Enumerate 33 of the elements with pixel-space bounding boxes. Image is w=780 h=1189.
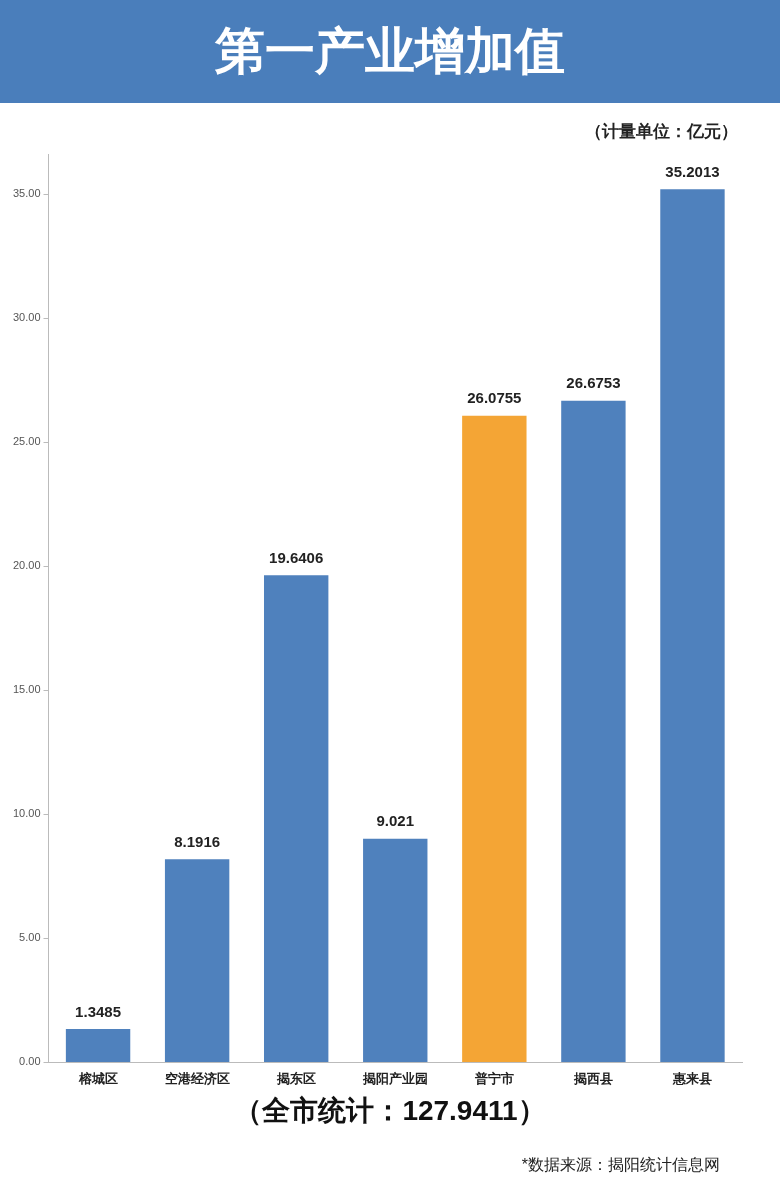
x-tick-label: 揭阳产业园 — [361, 1070, 428, 1086]
y-tick-label: 0.00 — [19, 1055, 41, 1068]
y-tick-label: 10.00 — [13, 807, 41, 820]
x-tick-label: 揭西县 — [572, 1070, 613, 1086]
bar — [561, 400, 626, 1062]
data-label: 9.021 — [376, 812, 415, 830]
data-label: 35.2013 — [665, 162, 720, 180]
bar — [65, 1028, 131, 1062]
bar — [660, 189, 725, 1062]
y-tick-label: 25.00 — [13, 435, 41, 448]
y-tick-label: 30.00 — [13, 311, 41, 324]
x-tick-label: 普宁市 — [473, 1070, 514, 1086]
bar — [363, 838, 428, 1062]
x-tick-label: 空港经济区 — [164, 1070, 230, 1086]
x-tick-label: 惠来县 — [671, 1070, 712, 1086]
chart-title: 第一产业增加值 — [0, 0, 780, 103]
data-label: 8.1916 — [174, 832, 221, 850]
data-label: 1.3485 — [75, 1002, 122, 1020]
x-tick-label: 榕城区 — [77, 1070, 118, 1086]
text: （计量单位：亿元） — [585, 121, 738, 143]
y-tick-label: 20.00 — [13, 559, 41, 572]
text: （全市统计：127.9411） — [233, 1094, 547, 1128]
data-label: 26.0755 — [467, 389, 522, 407]
y-tick-label: 35.00 — [13, 187, 41, 200]
data-label: 26.6753 — [566, 374, 621, 392]
bar — [462, 415, 527, 1062]
data-label: 19.6406 — [269, 548, 324, 566]
text: *数据来源：揭阳统计信息网 — [521, 1155, 720, 1175]
y-tick-label: 5.00 — [19, 931, 41, 944]
y-tick-label: 15.00 — [13, 683, 41, 696]
bar — [264, 575, 329, 1062]
bar — [164, 859, 230, 1062]
x-tick-label: 揭东区 — [275, 1070, 316, 1086]
